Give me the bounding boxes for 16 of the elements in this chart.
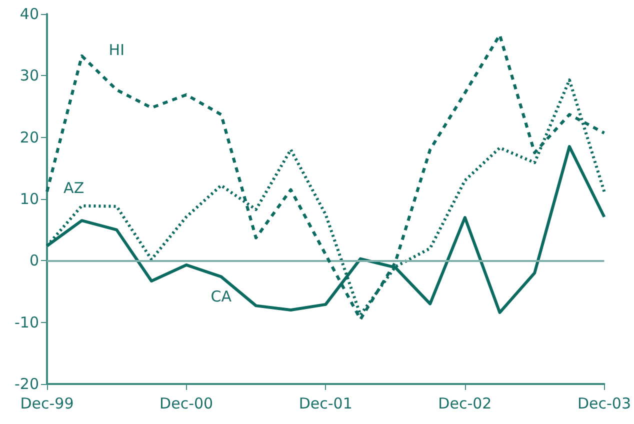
y-tick-label: -20 bbox=[14, 375, 39, 393]
y-tick-label: 20 bbox=[20, 128, 39, 146]
y-tick-label: 0 bbox=[29, 252, 39, 270]
y-tick-label: 30 bbox=[20, 66, 39, 85]
y-tick-label: 10 bbox=[20, 190, 39, 208]
y-tick-label: 40 bbox=[20, 5, 39, 23]
series-label: CA bbox=[210, 288, 232, 306]
x-tick-label: Dec-01 bbox=[298, 394, 352, 412]
series-label: AZ bbox=[64, 178, 84, 197]
x-tick-label: Dec-02 bbox=[438, 394, 492, 412]
series-label: HI bbox=[108, 40, 125, 59]
y-tick-label: -10 bbox=[14, 313, 39, 332]
x-tick-label: Dec-03 bbox=[577, 394, 632, 412]
x-tick-label: Dec-00 bbox=[160, 394, 214, 412]
line-series bbox=[46, 33, 606, 321]
x-tick-label: Dec-99 bbox=[20, 394, 74, 412]
